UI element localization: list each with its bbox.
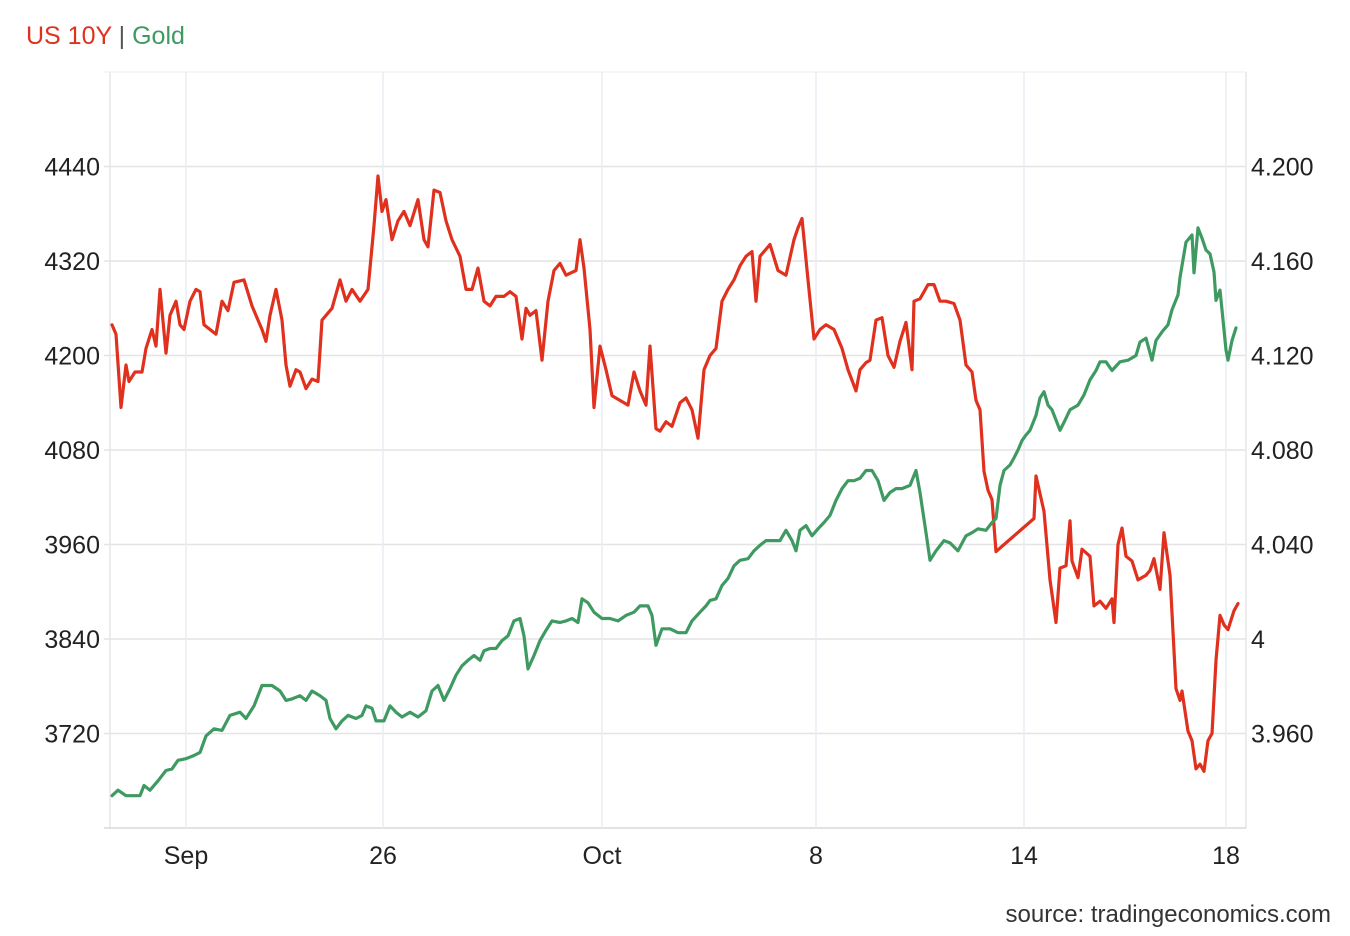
right-tick-label: 4.200 <box>1251 154 1314 182</box>
title-gold: Gold <box>132 22 185 50</box>
left-tick-label: 3960 <box>44 532 100 560</box>
title-us10y: US 10Y <box>26 22 112 50</box>
left-tick-label: 4440 <box>44 154 100 182</box>
gold-series-line <box>110 226 1238 798</box>
right-tick-label: 3.960 <box>1251 721 1314 749</box>
x-tick-label: Sep <box>164 842 208 870</box>
series-lines <box>110 174 1240 798</box>
left-tick-label: 4080 <box>44 437 100 465</box>
chart-title: US 10Y | Gold <box>26 22 185 50</box>
right-tick-label: 4 <box>1251 626 1265 654</box>
left-tick-label: 4200 <box>44 343 100 371</box>
gridlines <box>104 71 1247 829</box>
right-tick-label: 4.160 <box>1251 248 1314 276</box>
axes: 4440 4320 4200 4080 3960 3840 3720 4.200 4.160 4.… <box>44 154 1313 871</box>
right-tick-label: 4.080 <box>1251 437 1314 465</box>
title-separator: | <box>112 22 132 50</box>
x-tick-label: Oct <box>583 842 622 870</box>
source-label: source: tradingeconomics.com <box>1006 901 1331 928</box>
left-tick-label: 3720 <box>44 721 100 749</box>
left-tick-label: 4320 <box>44 248 100 276</box>
x-tick-label: 14 <box>1010 842 1038 870</box>
x-tick-label: 26 <box>369 842 397 870</box>
x-tick-label: 8 <box>809 842 823 870</box>
right-tick-label: 4.040 <box>1251 532 1314 560</box>
right-tick-label: 4.120 <box>1251 343 1314 371</box>
x-tick-label: 18 <box>1212 842 1240 870</box>
us10y-series-line <box>110 174 1240 773</box>
left-tick-label: 3840 <box>44 626 100 654</box>
